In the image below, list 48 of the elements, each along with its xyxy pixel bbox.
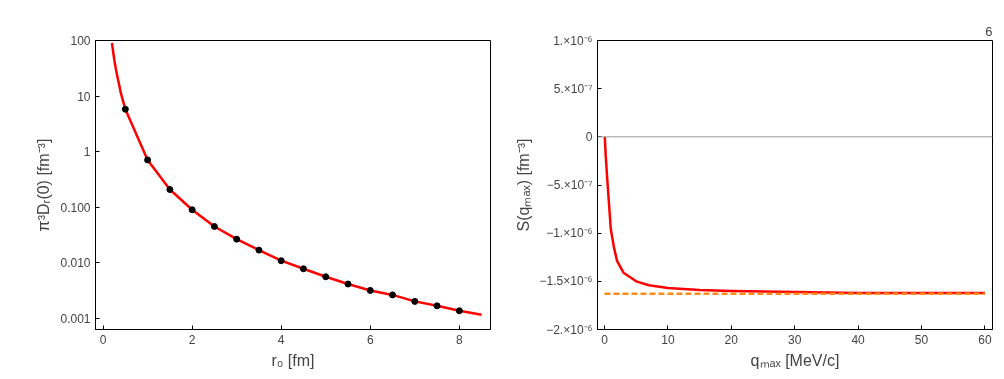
y-tick-label: 0.100 [60, 200, 91, 215]
point [411, 297, 419, 305]
y-tick-label: 1 [83, 145, 91, 160]
x-tick-label: 0 [99, 332, 107, 347]
x-tick-label: 8 [455, 332, 463, 347]
y-axis-title: S(qₘₐₓ) [fm⁻³] [514, 138, 532, 232]
point [299, 265, 307, 273]
point [210, 222, 218, 230]
x-tick-label: 60 [978, 332, 992, 347]
x-tick-label: 0 [601, 332, 609, 347]
y-tick-label: 0 [585, 129, 593, 144]
y-tick-label: −2.×10⁻⁶ [546, 322, 593, 337]
x-axis-title: r₀ [fm] [271, 351, 315, 369]
y-tick-label: −1.5×10⁻⁶ [539, 274, 593, 289]
y-tick-label: 100 [70, 34, 91, 48]
point [233, 235, 241, 243]
x-tick-label: 6 [366, 332, 374, 347]
point [255, 246, 263, 254]
point [344, 280, 352, 288]
x-tick-label: 2 [188, 332, 196, 347]
x-tick-label: 20 [724, 332, 739, 347]
x-tick-label: 30 [788, 332, 802, 347]
x-tick-label: 10 [661, 332, 675, 347]
point [322, 273, 330, 281]
line-series [603, 135, 987, 295]
y-tick-label: −5.×10⁻⁷ [546, 178, 593, 192]
point [188, 206, 196, 214]
y-tick-label: 0.001 [60, 311, 91, 326]
point [389, 291, 397, 299]
point [433, 302, 441, 310]
point [121, 105, 129, 113]
x-tick-label: 50 [914, 332, 929, 347]
y-tick-label: 1.×10⁻⁶ [553, 33, 593, 48]
point [455, 307, 463, 315]
y-tick-label: 0.010 [60, 256, 91, 271]
y-tick-label: 5.×10⁻⁷ [553, 81, 593, 96]
point [366, 286, 374, 294]
point [277, 257, 285, 265]
x-tick-label: 40 [851, 332, 866, 347]
text: 6 [985, 23, 993, 39]
x-axis-title: qₘₐₓ [MeV/c] [750, 351, 840, 369]
point [144, 156, 152, 164]
y-tick-label: −1.×10⁻⁶ [546, 226, 593, 241]
line-series [110, 41, 483, 317]
y-axis-title: π³Dᵣ(0) [fm⁻³] [35, 138, 53, 232]
y-tick-label: 10 [77, 89, 91, 104]
point [166, 186, 174, 194]
x-tick-label: 4 [277, 332, 285, 347]
